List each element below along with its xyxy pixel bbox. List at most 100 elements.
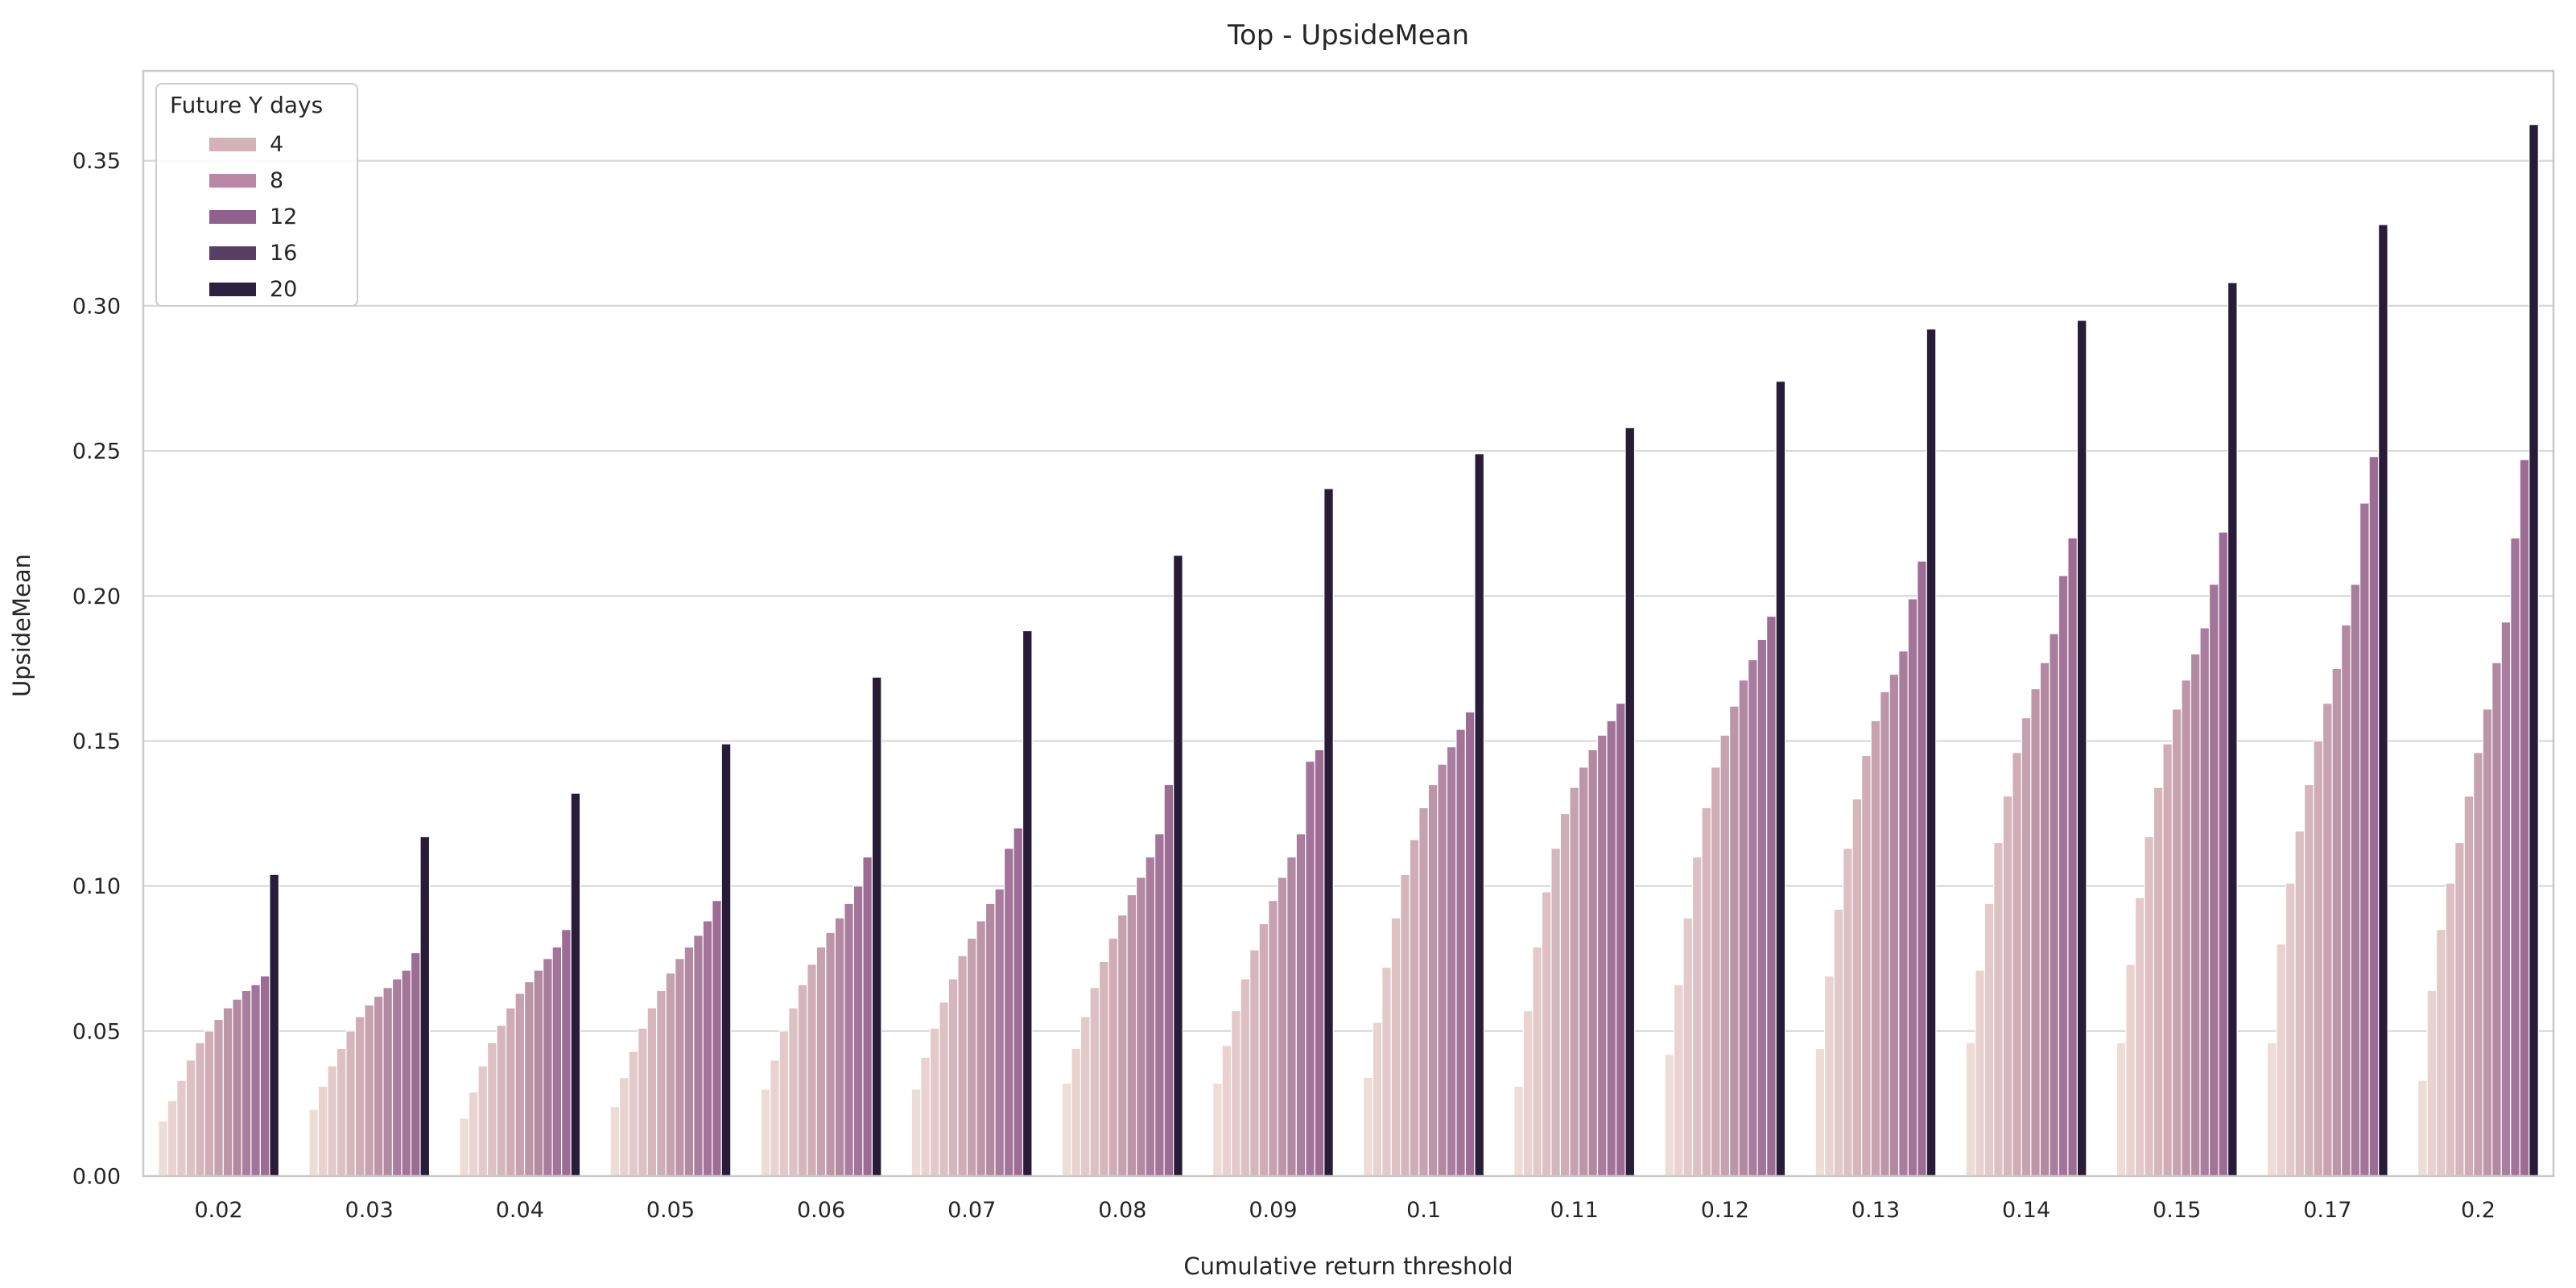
bar (2208, 584, 2219, 1177)
bar (1061, 1083, 1072, 1177)
bar (523, 980, 535, 1177)
bar (2285, 882, 2296, 1177)
bar (1852, 798, 1863, 1177)
bar (834, 917, 845, 1177)
bar (551, 946, 563, 1177)
bar (1231, 1009, 1241, 1177)
legend-entry-label: 12 (270, 204, 298, 229)
bar (1455, 729, 1466, 1177)
bar (2134, 897, 2145, 1177)
x-tick-label: 0.07 (947, 1198, 996, 1223)
bar (807, 964, 817, 1177)
bar (1117, 914, 1128, 1177)
bar (2340, 624, 2351, 1177)
bar (167, 1100, 178, 1177)
bar (1917, 560, 1927, 1177)
legend-swatch (208, 282, 257, 297)
bar (1541, 891, 1552, 1177)
bar (1587, 749, 1599, 1177)
bar (250, 984, 261, 1177)
x-tick-label: 0.1 (1406, 1198, 1441, 1223)
bar (1522, 1009, 1534, 1177)
bar (638, 1027, 648, 1177)
bar (401, 969, 412, 1177)
bar (1766, 615, 1777, 1177)
bar (2227, 282, 2238, 1177)
bar (1833, 908, 1844, 1177)
legend-swatch (208, 209, 257, 225)
bar (259, 975, 270, 1177)
bar (1710, 766, 1721, 1177)
bar (2445, 882, 2456, 1177)
bar (2519, 459, 2530, 1177)
bar (1409, 839, 1420, 1177)
bar (957, 955, 968, 1177)
legend-entry-label: 8 (270, 168, 284, 193)
x-tick-label: 0.02 (195, 1198, 243, 1223)
bar (1673, 984, 1684, 1177)
bar (222, 1007, 233, 1177)
bar (514, 993, 526, 1177)
legend-entry: 12 (157, 199, 357, 235)
bar (185, 1059, 196, 1177)
legend-swatch (208, 246, 257, 261)
bar (2076, 320, 2087, 1177)
x-tick-label: 0.13 (1852, 1198, 1900, 1223)
bar (675, 958, 685, 1177)
bar (844, 902, 854, 1177)
bar (2500, 621, 2512, 1177)
bar (1880, 691, 1890, 1177)
bar (1578, 766, 1589, 1177)
bar (1390, 917, 1402, 1177)
y-tick-label: 0.05 (72, 1019, 121, 1044)
bar (1984, 902, 1995, 1177)
bar (410, 952, 421, 1177)
bar (195, 1042, 205, 1177)
bar (966, 937, 977, 1177)
bar (720, 743, 732, 1177)
bar (1861, 754, 1872, 1177)
legend-entry-label: 4 (270, 132, 284, 157)
bar (1907, 598, 1918, 1177)
bar (2144, 836, 2154, 1177)
bar (1550, 848, 1562, 1177)
bar (693, 935, 704, 1177)
x-tick-label: 0.04 (496, 1198, 544, 1223)
bar (994, 888, 1005, 1177)
bar (1145, 856, 1156, 1177)
bar (2359, 502, 2370, 1177)
bar (2116, 1042, 2127, 1177)
bar (1135, 877, 1146, 1177)
y-tick-label: 0.35 (72, 149, 121, 174)
bar (2199, 627, 2211, 1177)
bar (2181, 679, 2192, 1177)
x-tick-label: 0.11 (1550, 1198, 1599, 1223)
bar (702, 920, 713, 1177)
y-tick-label: 0.30 (72, 294, 121, 319)
legend-entry-label: 16 (270, 241, 298, 266)
bar (158, 1120, 168, 1177)
x-tick-label: 0.15 (2153, 1198, 2201, 1223)
bar (1363, 1076, 1373, 1177)
bar (1624, 427, 1636, 1177)
bar (1212, 1083, 1223, 1177)
bar (760, 1088, 771, 1177)
bar (1446, 746, 1457, 1177)
bar (2276, 943, 2287, 1177)
bar (2529, 124, 2539, 1177)
bar (646, 1007, 658, 1177)
bar (204, 1030, 215, 1177)
bar (770, 1059, 780, 1177)
bar (1748, 658, 1758, 1177)
legend-swatch (208, 173, 257, 188)
bar (1258, 923, 1269, 1177)
bar (1757, 638, 1768, 1177)
x-tick-label: 0.03 (345, 1198, 394, 1223)
bar (269, 873, 280, 1177)
bar (609, 1105, 621, 1177)
bar (1154, 833, 1165, 1177)
bar (1569, 786, 1580, 1177)
legend-entry: 16 (157, 235, 357, 271)
bar (213, 1018, 224, 1177)
